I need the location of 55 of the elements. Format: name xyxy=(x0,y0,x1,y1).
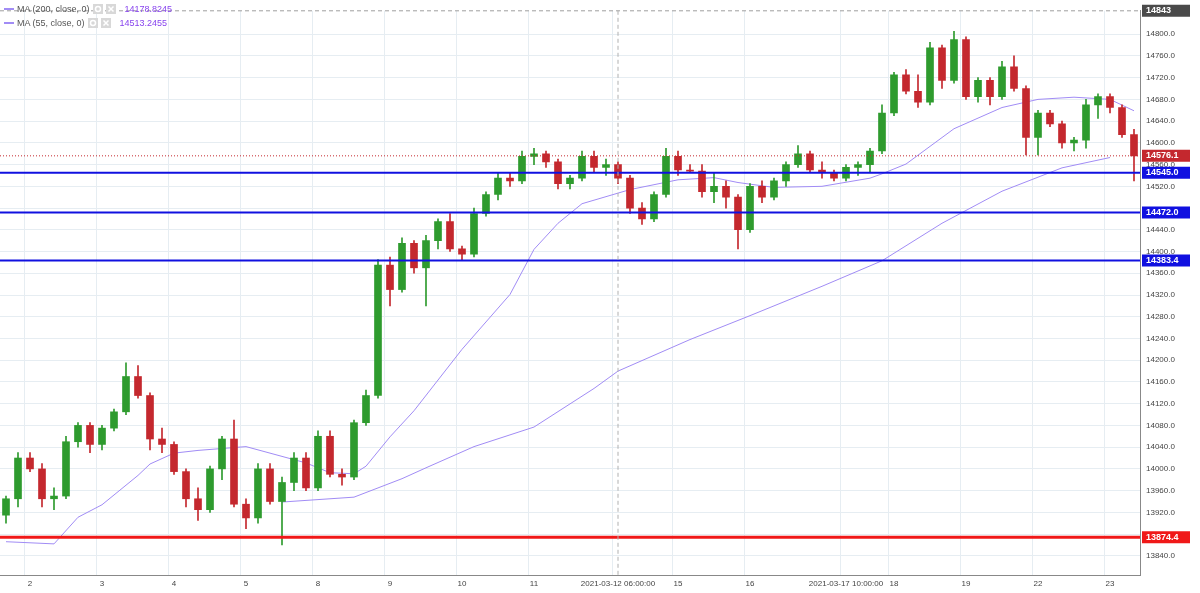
candlestick xyxy=(530,147,538,165)
x-tick-label: 5 xyxy=(243,579,249,589)
x-tick-label: 3 xyxy=(99,579,105,589)
y-tick-label: 14160.0 xyxy=(1146,377,1176,387)
x-tick-label: 18 xyxy=(889,579,899,589)
y-tick-label: 14640.0 xyxy=(1146,116,1176,126)
ref-line-label: 14843 xyxy=(1146,5,1172,16)
legend-label: MA (55, close, 0) xyxy=(17,17,85,30)
y-tick-label: 14080.0 xyxy=(1146,420,1176,430)
annotation: 14513.2455 xyxy=(119,17,168,30)
y-tick-label: 14440.0 xyxy=(1146,225,1176,234)
y-tick-label: 14560.0 xyxy=(1146,159,1176,169)
ref-line-label: 13874.4 xyxy=(1146,531,1179,542)
x-tick-label: 19 xyxy=(961,579,971,589)
x-tick-label: 4 xyxy=(171,579,177,589)
x-tick-label: 2 xyxy=(27,579,33,589)
candlestick xyxy=(50,487,58,510)
x-tick-label: 8 xyxy=(315,579,321,589)
y-tick-label: 13840.0 xyxy=(1146,551,1176,561)
y-tick-label: 13960.0 xyxy=(1146,485,1176,495)
annotation: 14178.8245 xyxy=(124,3,173,16)
y-tick-label: 14760.0 xyxy=(1146,51,1176,61)
x-tick-label: 2021-03-17 10:00:00 xyxy=(808,579,884,589)
candlestick xyxy=(1070,137,1078,152)
y-tick-label: 14600.0 xyxy=(1146,138,1176,148)
candlestick xyxy=(710,172,718,203)
y-tick-label: 14240.0 xyxy=(1146,333,1176,343)
y-tick-label: 14280.0 xyxy=(1146,311,1176,321)
y-tick-label: 14000.0 xyxy=(1146,464,1176,474)
y-tick-label: 14400.0 xyxy=(1146,246,1176,256)
y-tick-label: 14120.0 xyxy=(1146,398,1176,408)
x-tick-label: 16 xyxy=(745,579,755,589)
candlestick xyxy=(338,468,346,486)
x-tick-label: 23 xyxy=(1105,579,1115,589)
y-tick-label: 14520.0 xyxy=(1146,181,1176,191)
x-tick-label: 15 xyxy=(673,579,683,589)
ref-line-label: 14576.1 xyxy=(1146,150,1179,161)
x-tick-label: 2021-03-12 06:00:00 xyxy=(580,579,656,589)
y-tick-label: 13920.0 xyxy=(1146,507,1176,517)
y-tick-label: 14040.0 xyxy=(1146,442,1176,452)
ref-line-label: 14545.0 xyxy=(1146,167,1179,178)
x-tick-label: 10 xyxy=(457,579,467,589)
x-tick-label: 22 xyxy=(1033,579,1043,589)
legend-label: MA (200, close, 0) xyxy=(17,3,90,16)
y-tick-label: 14360.0 xyxy=(1146,268,1176,278)
x-tick-label: 9 xyxy=(387,579,393,589)
ref-line-label: 14472.0 xyxy=(1146,206,1179,217)
y-tick-label: 14720.0 xyxy=(1146,72,1176,82)
y-tick-label: 14200.0 xyxy=(1146,355,1176,365)
ref-line-label: 14383.4 xyxy=(1146,255,1179,266)
y-tick-label: 14320.0 xyxy=(1146,290,1176,300)
y-tick-label: 14800.0 xyxy=(1146,29,1176,39)
candlestick xyxy=(158,427,166,453)
y-tick-label: 14680.0 xyxy=(1146,94,1176,104)
x-tick-label: 11 xyxy=(529,579,539,589)
